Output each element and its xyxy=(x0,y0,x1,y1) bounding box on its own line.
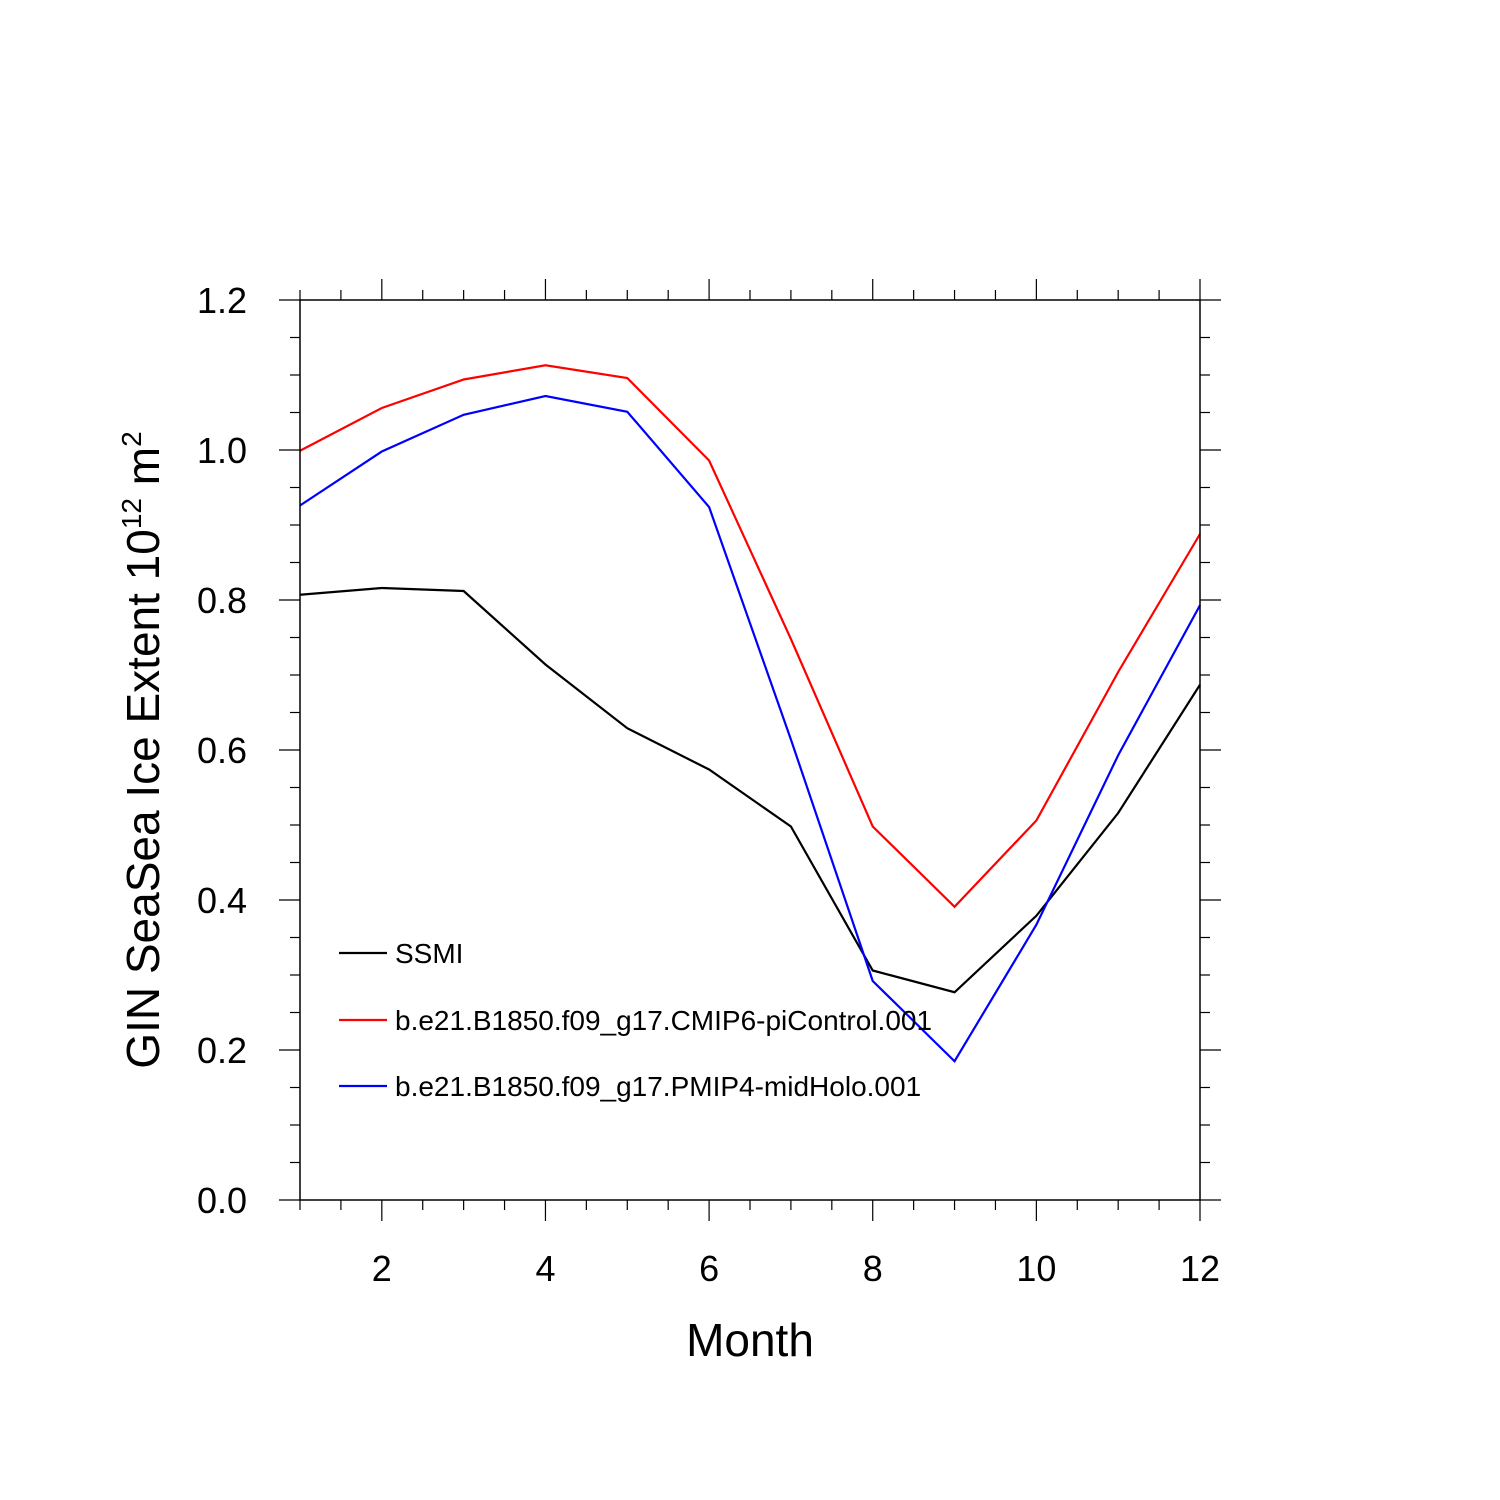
y-axis-title-exponent-2: 2 xyxy=(116,431,147,447)
x-axis-title: Month xyxy=(686,1314,814,1366)
x-tick-label: 8 xyxy=(863,1248,883,1289)
tick-marks xyxy=(279,279,1221,1221)
x-tick-label: 6 xyxy=(699,1248,719,1289)
x-tick-label: 2 xyxy=(372,1248,392,1289)
x-tick-labels: 2 4 6 8 10 12 xyxy=(372,1248,1220,1289)
legend: SSMI b.e21.B1850.f09_g17.CMIP6-piControl.… xyxy=(339,938,932,1102)
x-tick-label: 10 xyxy=(1016,1248,1056,1289)
series-line-3 xyxy=(299,394,1201,1064)
y-tick-label: 0.6 xyxy=(197,730,247,771)
y-axis-title-unit: m xyxy=(117,447,169,498)
legend-label: b.e21.B1850.f09_g17.CMIP6-piControl.001 xyxy=(395,1005,932,1036)
x-tick-label: 12 xyxy=(1180,1248,1220,1289)
y-tick-labels: 0.0 0.2 0.4 0.6 0.8 1.0 1.2 xyxy=(197,280,247,1221)
x-tick-label: 4 xyxy=(535,1248,555,1289)
y-tick-label: 0.4 xyxy=(197,880,247,921)
legend-label: b.e21.B1850.f09_g17.PMIP4-midHolo.001 xyxy=(395,1071,921,1102)
plot-frame xyxy=(299,299,1201,1201)
y-tick-label: 0.0 xyxy=(197,1180,247,1221)
y-tick-label: 1.0 xyxy=(197,430,247,471)
series-line-2 xyxy=(299,364,1201,909)
series-lines xyxy=(299,364,1201,1064)
y-tick-label: 0.8 xyxy=(197,580,247,621)
y-tick-label: 0.2 xyxy=(197,1030,247,1071)
y-axis-title: GIN SeaSea Ice Extent 1012 m2 xyxy=(116,431,169,1068)
y-axis-title-exponent-1: 12 xyxy=(116,498,147,529)
legend-label: SSMI xyxy=(395,938,463,969)
y-tick-label: 1.2 xyxy=(197,280,247,321)
series-line-1 xyxy=(299,586,1201,994)
y-axis-title-main: GIN SeaSea Ice Extent 10 xyxy=(117,529,169,1069)
